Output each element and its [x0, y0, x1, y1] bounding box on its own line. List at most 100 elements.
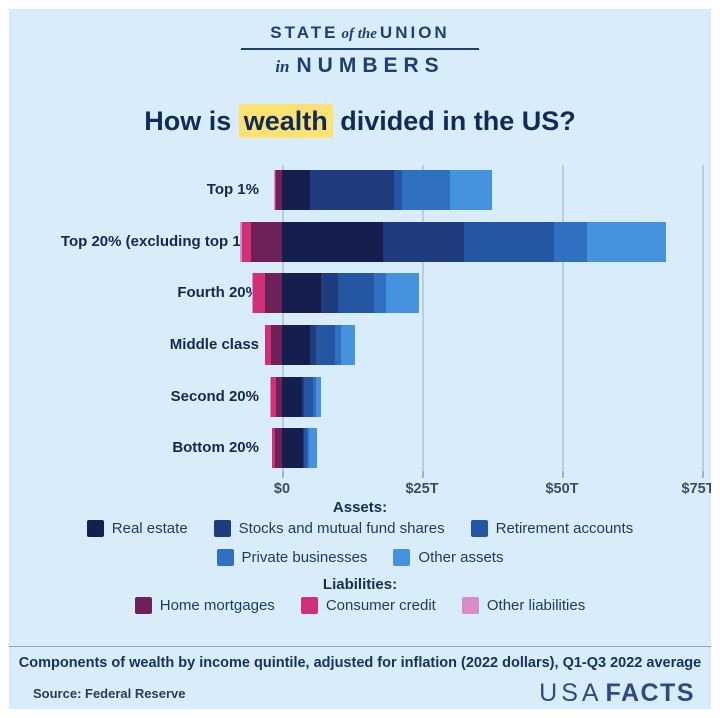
bar-segment	[382, 221, 464, 262]
bar-5	[270, 376, 322, 417]
legend-item: Real estate	[86, 520, 188, 537]
x-tick-label: $50T	[545, 481, 579, 497]
bar-segment	[271, 428, 273, 469]
gridline	[702, 165, 704, 471]
legend-swatch	[86, 520, 104, 537]
legend-item: Retirement accounts	[470, 520, 634, 537]
bar-segment	[270, 376, 277, 417]
legend-label: Other assets	[418, 549, 504, 566]
stacked-bar-chart: Top 1% Top 20% (excluding top 1%) Fourth 2…	[9, 165, 711, 505]
header-state: STATE	[270, 23, 339, 42]
footer-divider	[9, 646, 711, 647]
bar-segment	[252, 273, 253, 314]
bar-1	[274, 170, 492, 210]
category-label: Fourth 20%	[177, 284, 259, 302]
gridline	[422, 165, 424, 471]
bar-segment	[270, 376, 271, 417]
legend-item: Other liabilities	[461, 597, 585, 614]
category-label: Top 1%	[206, 181, 259, 198]
bar-2	[240, 221, 666, 262]
bar-segment	[307, 428, 309, 469]
bar-segment	[281, 325, 310, 366]
bar-segment	[301, 376, 305, 417]
bar-segment	[275, 428, 282, 469]
legend-item: Home mortgages	[134, 597, 275, 614]
bar-3	[252, 273, 420, 314]
bar-segment	[402, 170, 450, 210]
bar-segment	[374, 273, 386, 314]
bar-segment	[276, 376, 282, 417]
bar-segment	[281, 428, 304, 469]
legend-item: Stocks and mutual fund shares	[213, 520, 445, 537]
header-union: UNION	[379, 23, 450, 42]
bar-segment	[274, 170, 276, 210]
bar-segment	[252, 273, 266, 314]
legend-label: Retirement accounts	[495, 520, 634, 537]
bar-segment	[385, 273, 420, 314]
legend-label: Home mortgages	[159, 597, 275, 614]
usafacts-logo: USA FACTS	[539, 679, 695, 707]
logo-usa: USA	[539, 679, 603, 707]
legend-label: Private businesses	[241, 549, 368, 566]
bar-segment	[449, 170, 492, 210]
legend-label: Consumer credit	[325, 597, 436, 614]
bar-segment	[242, 221, 252, 262]
legend-label: Real estate	[111, 520, 188, 537]
chart-caption: Components of wealth by income quintile,…	[18, 655, 702, 671]
page-title: How is wealth divided in the US?	[9, 104, 711, 138]
bar-segment	[281, 170, 310, 210]
header-divider	[241, 48, 479, 50]
axis-tick	[422, 471, 424, 478]
chart-row: Top 1%	[9, 170, 711, 210]
gridline	[282, 165, 284, 471]
chart-row: Middle class	[9, 325, 711, 366]
category-label: Middle class	[169, 336, 259, 354]
bar-segment	[587, 221, 666, 262]
bar-segment	[275, 170, 277, 210]
bar-segment	[265, 325, 271, 366]
bar-segment	[281, 376, 302, 417]
legend-liabilities-row: Home mortgages Consumer credit Other liabi…	[9, 597, 711, 614]
logo-facts: FACTS	[605, 679, 695, 707]
source-note: Source: Federal Reserve	[33, 685, 186, 701]
legend-swatch	[213, 520, 231, 537]
axis-tick	[282, 471, 284, 478]
chart-row: Bottom 20%	[9, 428, 711, 469]
bar-segment	[309, 170, 394, 210]
bar-segment	[335, 325, 341, 366]
bar-segment	[463, 221, 554, 262]
bar-segment	[315, 325, 336, 366]
bar-segment	[265, 273, 282, 314]
bar-6	[271, 428, 318, 469]
legend-item: Consumer credit	[300, 597, 436, 614]
bar-segment	[312, 376, 316, 417]
bar-segment	[264, 325, 266, 366]
bar-segment	[304, 376, 313, 417]
legend-swatch	[134, 597, 152, 614]
chart-rows: Top 1% Top 20% (excluding top 1%) Fourth 2…	[9, 170, 711, 469]
x-tick-label: $0	[273, 481, 291, 497]
footer-row: Source: Federal Reserve USA FACTS	[33, 679, 695, 707]
legend-assets-header: Assets:	[332, 499, 388, 516]
brand-header: STATE of the UNION in NUMBERS	[9, 23, 711, 78]
chart-row: Second 20%	[9, 376, 711, 417]
category-label: Top 20% (excluding top 1%)	[60, 232, 259, 250]
legend-swatch	[300, 597, 318, 614]
bar-segment	[340, 325, 355, 366]
legend-item: Private businesses	[216, 549, 368, 566]
bar-segment	[393, 170, 403, 210]
bar-segment	[281, 273, 322, 314]
legend: Assets: Real estate Stocks and mutual fun…	[9, 499, 711, 626]
legend-assets-row-2: Private businesses Other assets	[9, 549, 711, 566]
header-in: in	[275, 57, 290, 76]
bar-segment	[308, 428, 318, 469]
legend-item: Other assets	[393, 549, 503, 566]
x-tick-label: $25T	[405, 481, 439, 497]
legend-swatch	[461, 597, 479, 614]
header-numbers: NUMBERS	[296, 54, 445, 77]
header-line2: in NUMBERS	[9, 54, 711, 78]
bar-4	[264, 325, 355, 366]
header-of-the: of the	[341, 26, 377, 42]
legend-swatch	[470, 520, 488, 537]
